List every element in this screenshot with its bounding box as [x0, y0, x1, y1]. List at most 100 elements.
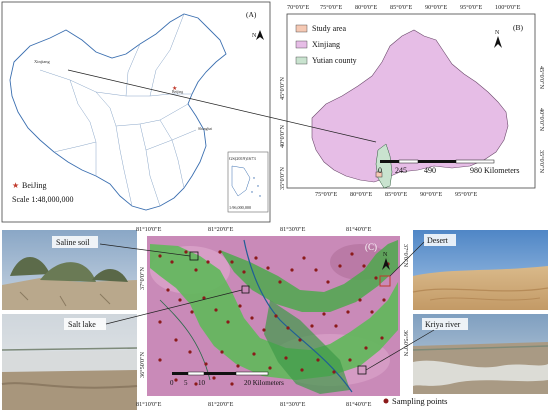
b-top-tick-100: 100°0'0"E	[495, 4, 521, 11]
b-right-tick-45: 45°0'0"N	[538, 66, 545, 89]
xinjiang-polygon	[311, 29, 509, 183]
vegetation-band	[150, 244, 398, 380]
study-area-rect	[375, 171, 383, 178]
c-left-tick-37: 37°0'0"N	[139, 267, 146, 290]
north-label-a: N	[252, 33, 257, 39]
panel-c-top-ticks: 81°10'0"E 81°20'0"E 81°30'0"E 81°40'0"E	[136, 226, 372, 233]
north-arrow-icon: N	[252, 30, 264, 40]
north-label-b: N	[495, 30, 500, 36]
b-top-tick-70: 70°0'0"E	[287, 4, 309, 11]
panel-b-bottom-ticks: 75°0'0"E 80°0'0"E 85°0'0"E 90°0'0"E 95°0…	[315, 191, 477, 198]
north-arrow-b-icon: N	[494, 30, 502, 48]
desert-label: Desert	[427, 236, 449, 245]
b-scale-490: 490	[424, 166, 436, 175]
c-scale-10: 10	[198, 379, 206, 387]
shanghai-small-label: Shanghai	[198, 127, 212, 131]
b-scale-980: 980 Kilometers	[470, 166, 520, 175]
legend-swatch-yutian	[295, 56, 308, 65]
b-right-tick-40: 40°0'0"N	[538, 108, 545, 131]
c-bottom-tick-2: 81°20'0"E	[208, 401, 234, 408]
south-china-sea-inset: GS(2019)1673 1:96,000,000	[227, 151, 269, 213]
c-right-tick-37: 37°0'0"N	[402, 244, 409, 267]
sampling-point-legend-icon	[383, 398, 389, 404]
panel-a-china-map: Xinjiang Beijing Shanghai ★ (A) N GS(201…	[1, 1, 271, 223]
north-arrow-c-icon: N	[382, 252, 390, 270]
legend-swatch-study-area	[295, 24, 308, 33]
b-top-tick-95: 95°0'0"E	[460, 4, 482, 11]
photo-connectors	[99, 241, 435, 371]
b-right-tick-35: 35°0'0"N	[538, 150, 545, 173]
c-right-tick-3650: 36°50'0"N	[402, 330, 409, 357]
province-boundaries	[39, 13, 197, 207]
c-bottom-tick-3: 81°30'0"E	[280, 401, 306, 408]
b-top-tick-85: 85°0'0"E	[390, 4, 412, 11]
panel-b-label: (B)	[513, 23, 524, 32]
beijing-legend-label: BeiJing	[22, 181, 46, 190]
north-label-c: N	[383, 252, 388, 258]
xinjiang-small-label: Xinjiang	[34, 59, 50, 64]
c-scale-5: 5	[184, 379, 188, 387]
salt-lake-label: Salt lake	[68, 320, 96, 329]
legend-xinjiang: Xinjiang	[312, 40, 340, 49]
kriya-river-label: Kriya river	[425, 320, 461, 329]
b-left-tick-45: 45°0'0"N	[279, 77, 286, 100]
b-bottom-tick-80: 80°0'0"E	[350, 191, 372, 198]
c-top-tick-1: 81°10'0"E	[136, 226, 162, 233]
c-top-tick-3: 81°30'0"E	[280, 226, 306, 233]
photo-desert: Desert	[412, 230, 549, 310]
china-outline	[9, 13, 227, 211]
b-bottom-tick-85: 85°0'0"E	[385, 191, 407, 198]
legend-study-area: Study area	[312, 24, 346, 33]
c-bottom-tick-4: 81°40'0"E	[346, 401, 372, 408]
panel-c-left-ticks: 37°0'0"N 36°50'0"N	[139, 267, 146, 378]
b-top-tick-80: 80°0'0"E	[355, 4, 377, 11]
panel-b-right-ticks: 45°0'0"N 40°0'0"N 35°0'0"N	[538, 66, 545, 173]
b-scale-245: 245	[395, 166, 407, 175]
b-top-tick-90: 90°0'0"E	[425, 4, 447, 11]
inset-scale: 1:96,000,000	[229, 205, 251, 211]
legend-yutian: Yutian county	[312, 56, 357, 65]
panel-b-legend: Study area Xinjiang Yutian county	[295, 24, 357, 65]
c-top-tick-2: 81°20'0"E	[208, 226, 234, 233]
kriya-river-line	[243, 239, 353, 393]
sampling-points	[158, 250, 390, 386]
panel-c-scale-bar: 0 5 10 20 Kilometers	[170, 371, 284, 387]
photo-salt-lake: Salt lake	[1, 314, 138, 410]
b-top-tick-75: 75°0'0"E	[320, 4, 342, 11]
b-left-tick-35: 35°0'0"N	[279, 167, 286, 190]
c-bottom-tick-1: 81°10'0"E	[136, 401, 162, 408]
beijing-star-icon: ★	[172, 85, 177, 92]
legend-swatch-xinjiang	[295, 40, 308, 49]
panel-b-top-ticks: 70°0'0"E 75°0'0"E 80°0'0"E 85°0'0"E 90°0…	[287, 4, 521, 11]
panel-b-scale-bar: 0 245 490 980 Kilometers	[378, 159, 520, 175]
b-bottom-tick-95: 95°0'0"E	[455, 191, 477, 198]
connector-a-b	[67, 69, 377, 143]
panel-b-left-ticks: 45°0'0"N 40°0'0"N 35°0'0"N	[279, 77, 286, 190]
sampling-points-label: Sampling points	[392, 396, 448, 406]
panel-c-satellite-map: (C) N 0 5 10 20 Kilometers	[147, 236, 400, 396]
b-left-tick-40: 40°0'0"N	[279, 125, 286, 148]
beijing-small-label: Beijing	[172, 90, 183, 94]
inset-title: GS(2019)1673	[229, 156, 256, 161]
b-scale-0: 0	[378, 166, 382, 175]
panel-c-bottom-ticks: 81°10'0"E 81°20'0"E 81°30'0"E 81°40'0"E	[136, 401, 372, 408]
salt-lake-site	[241, 285, 250, 294]
panel-a-label: (A)	[246, 10, 257, 19]
panel-c-right-ticks: 37°0'0"N 36°50'0"N	[402, 244, 409, 357]
c-scale-0: 0	[170, 379, 174, 387]
panel-b-xinjiang-map: Study area Xinjiang Yutian county (B) N …	[279, 4, 545, 198]
b-bottom-tick-90: 90°0'0"E	[420, 191, 442, 198]
b-bottom-tick-75: 75°0'0"E	[315, 191, 337, 198]
c-scale-20: 20 Kilometers	[244, 379, 284, 387]
scale-text-a: Scale 1:48,000,000	[12, 195, 74, 204]
panel-c-label: (C)	[365, 242, 377, 252]
c-top-tick-4: 81°40'0"E	[346, 226, 372, 233]
c-left-tick-3650: 36°50'0"N	[139, 351, 146, 378]
saline-soil-label: Saline soil	[56, 238, 90, 247]
photo-kriya-river: Kriya river	[412, 314, 549, 394]
photo-saline-soil: Saline soil	[2, 230, 137, 310]
desert-site	[379, 275, 391, 287]
beijing-legend-star-icon: ★	[12, 181, 19, 190]
